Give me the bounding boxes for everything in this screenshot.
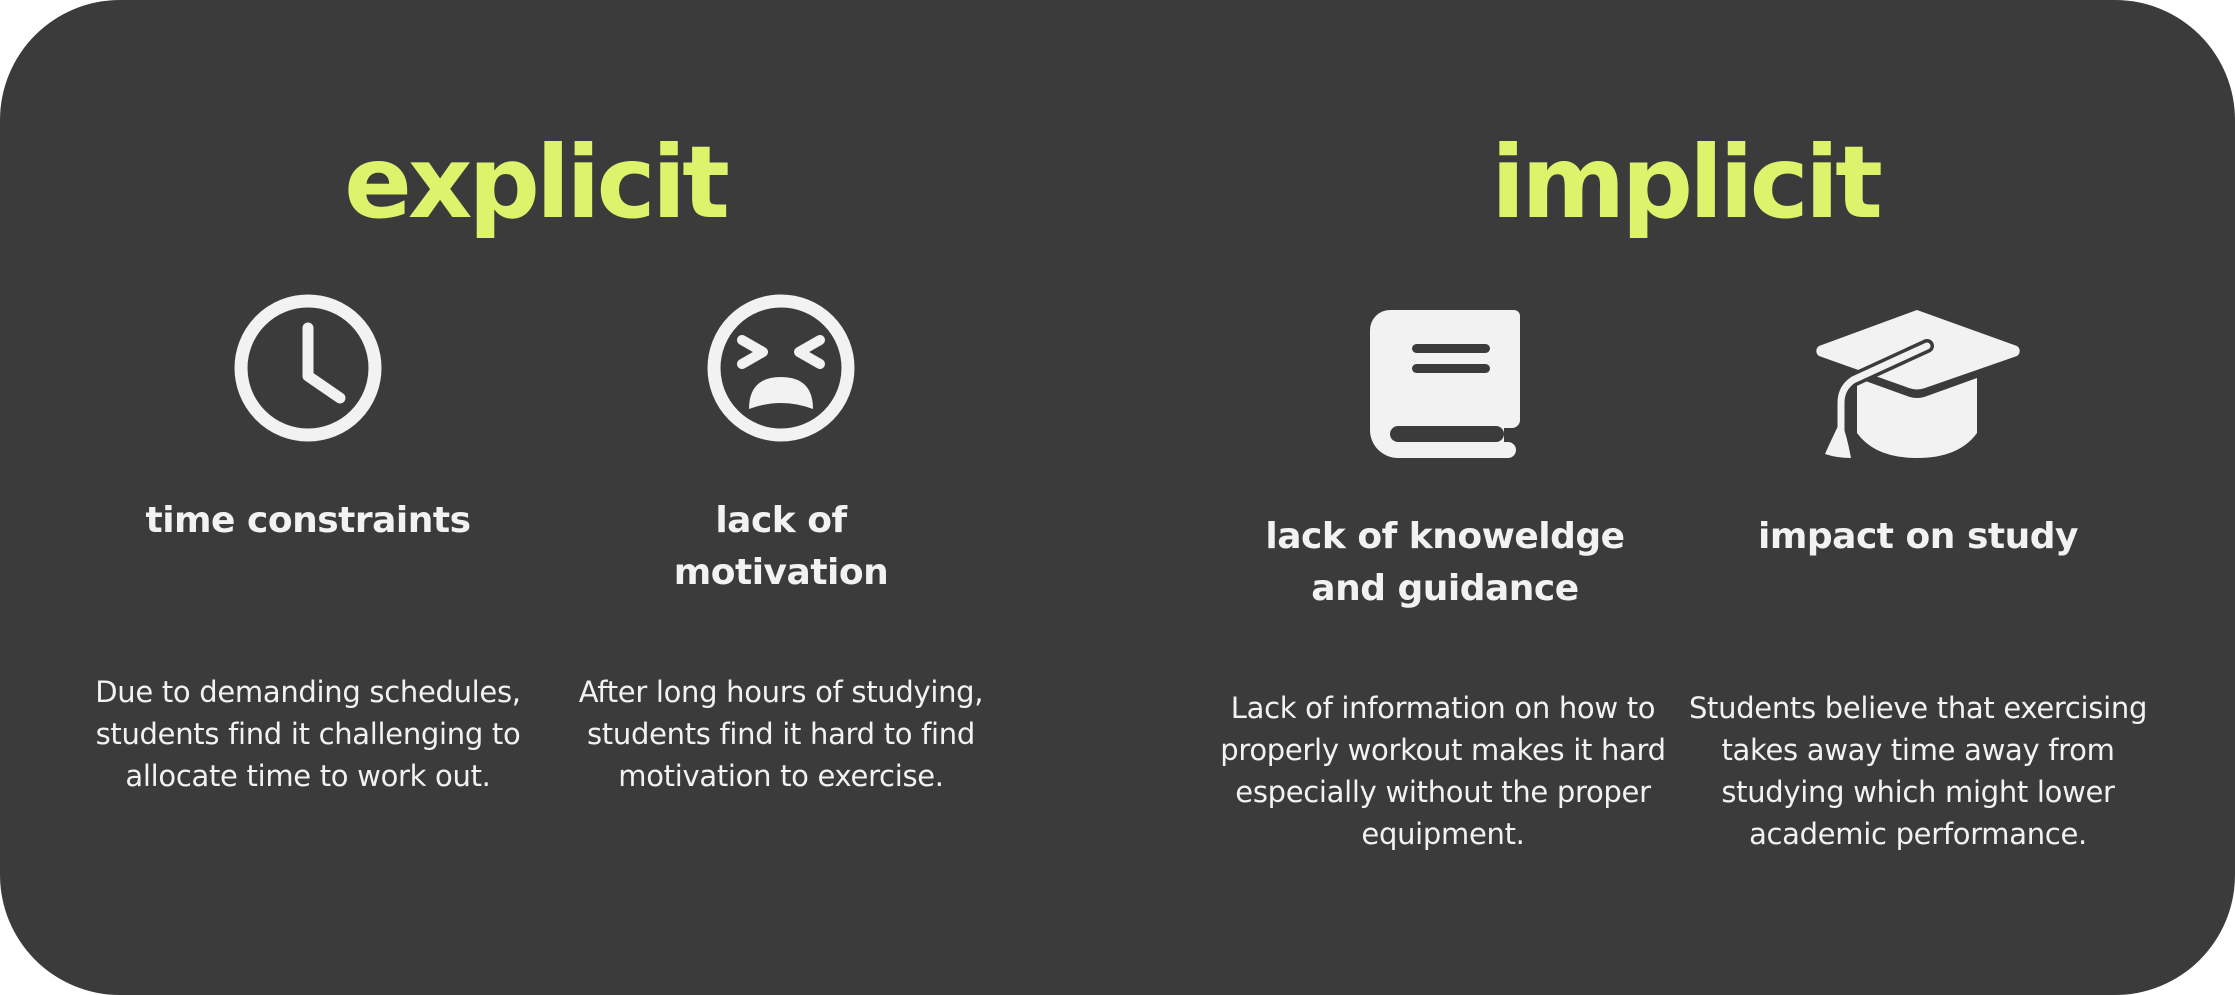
- section-title-implicit: implicit: [1491, 124, 1883, 241]
- item-heading-impact-on-study: impact on study: [1758, 516, 2078, 557]
- section-title-explicit: explicit: [344, 124, 730, 241]
- book-icon: [1368, 308, 1522, 462]
- clock-icon: [233, 293, 383, 443]
- item-description-impact-on-study: Students believe that exercising takes a…: [1688, 691, 2148, 851]
- item-description-lack-of-motivation: After long hours of studying, students f…: [578, 675, 984, 793]
- graduation-cap-icon: [1815, 308, 2020, 463]
- item-description-lack-of-knowledge: Lack of information on how to properly w…: [1220, 691, 1666, 851]
- item-description-time-constraints: Due to demanding schedules, students fin…: [95, 675, 521, 793]
- item-heading-lack-of-knowledge: lack of knoweldge and guidance: [1265, 516, 1625, 609]
- item-heading-time-constraints: time constraints: [145, 500, 472, 541]
- item-heading-lack-of-motivation: lack of motivation: [673, 500, 889, 593]
- tired-face-icon: [706, 293, 856, 443]
